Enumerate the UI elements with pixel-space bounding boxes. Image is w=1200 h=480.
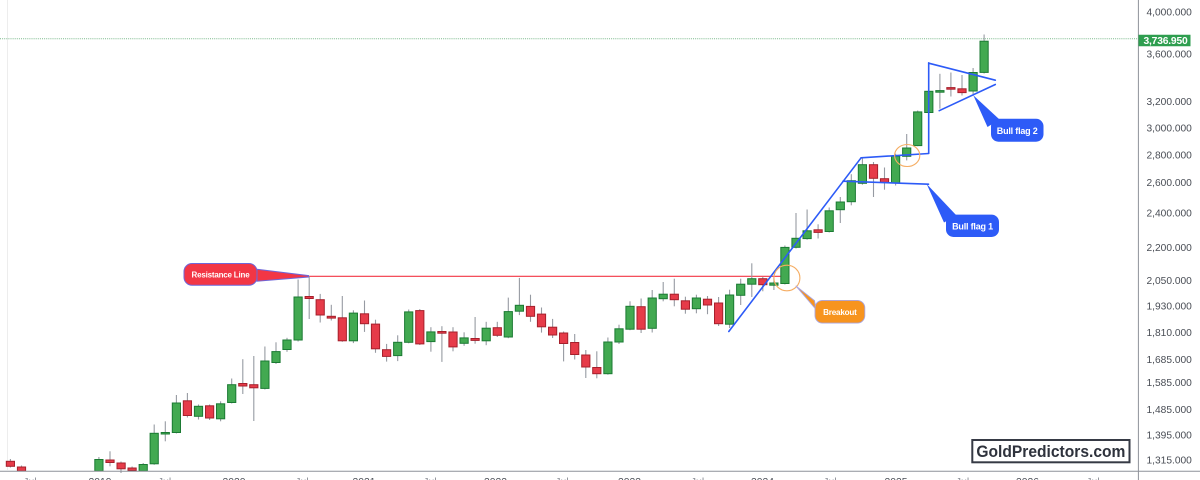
svg-text:Jul: Jul bbox=[23, 476, 36, 480]
svg-text:2021: 2021 bbox=[353, 477, 376, 480]
svg-text:Jul: Jul bbox=[823, 476, 836, 480]
svg-text:2022: 2022 bbox=[484, 477, 507, 480]
svg-text:Jul: Jul bbox=[555, 476, 568, 480]
svg-text:2025: 2025 bbox=[885, 477, 908, 480]
svg-text:1,485.000: 1,485.000 bbox=[1147, 405, 1193, 416]
svg-text:3,600.000: 3,600.000 bbox=[1147, 50, 1193, 61]
svg-text:1,930.000: 1,930.000 bbox=[1147, 302, 1193, 313]
svg-text:3,200.000: 3,200.000 bbox=[1147, 97, 1193, 108]
svg-text:Breakout: Breakout bbox=[823, 308, 857, 317]
svg-text:2019: 2019 bbox=[89, 477, 112, 480]
svg-text:2024: 2024 bbox=[751, 477, 774, 480]
svg-text:2,800.000: 2,800.000 bbox=[1147, 151, 1193, 162]
svg-text:Jul: Jul bbox=[691, 476, 704, 480]
svg-text:Jul: Jul bbox=[423, 476, 436, 480]
svg-text:Bull flag 1: Bull flag 1 bbox=[952, 222, 993, 232]
svg-text:Resistance Line: Resistance Line bbox=[192, 271, 251, 280]
svg-text:Jul: Jul bbox=[295, 476, 308, 480]
svg-text:1,315.000: 1,315.000 bbox=[1147, 456, 1193, 467]
svg-text:2,400.000: 2,400.000 bbox=[1147, 209, 1193, 220]
svg-text:2,200.000: 2,200.000 bbox=[1147, 243, 1193, 254]
svg-text:3,736.950: 3,736.950 bbox=[1144, 36, 1188, 47]
svg-text:1,585.000: 1,585.000 bbox=[1147, 378, 1193, 389]
svg-text:2026: 2026 bbox=[1016, 477, 1039, 480]
svg-text:1,685.000: 1,685.000 bbox=[1147, 355, 1193, 366]
svg-text:Jul: Jul bbox=[158, 476, 171, 480]
svg-text:Jul: Jul bbox=[1086, 476, 1099, 480]
svg-text:4,000.000: 4,000.000 bbox=[1147, 8, 1193, 19]
svg-text:3,000.000: 3,000.000 bbox=[1147, 124, 1193, 135]
svg-text:2023: 2023 bbox=[618, 477, 641, 480]
svg-text:2020: 2020 bbox=[223, 477, 246, 480]
svg-text:2,050.000: 2,050.000 bbox=[1147, 276, 1193, 287]
svg-text:1,395.000: 1,395.000 bbox=[1147, 431, 1193, 442]
svg-text:Jul: Jul bbox=[956, 476, 969, 480]
svg-text:2,600.000: 2,600.000 bbox=[1147, 178, 1193, 189]
svg-text:1,810.000: 1,810.000 bbox=[1147, 328, 1193, 339]
svg-text:Bull flag 2: Bull flag 2 bbox=[997, 126, 1038, 136]
svg-text:GoldPredictors.com: GoldPredictors.com bbox=[976, 443, 1125, 461]
